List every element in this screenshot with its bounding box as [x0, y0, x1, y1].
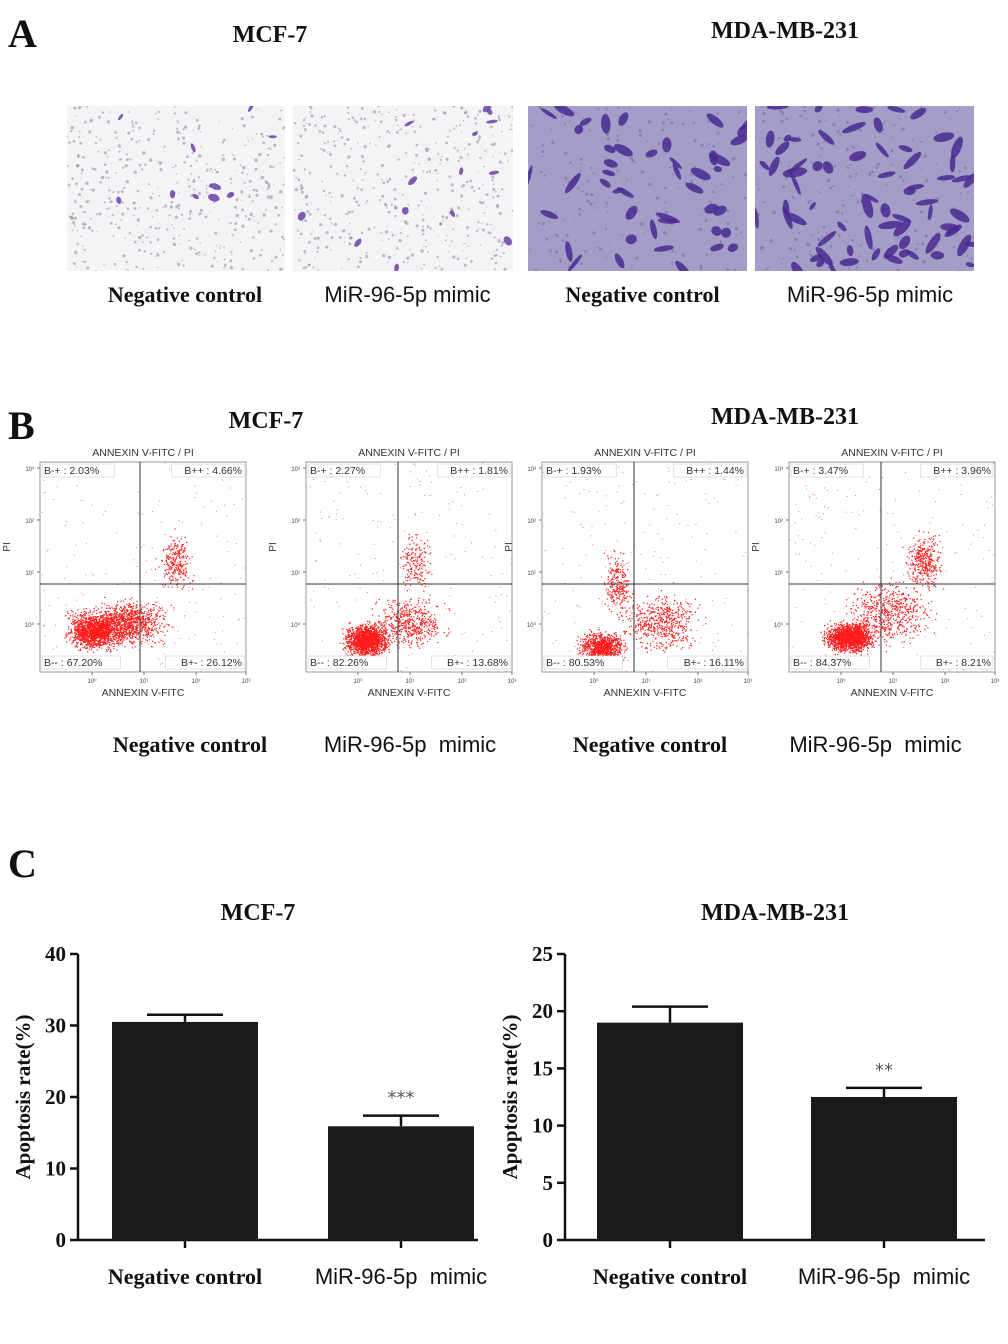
bar	[811, 1097, 957, 1240]
bar-chart-mdamb231: MDA-MB-231 0 5 10 15 20 25 Apoptosis rate(%) Neg…	[490, 890, 1008, 1300]
panel-b-caption-3: Negative control	[572, 732, 728, 757]
category-label: Negative control	[593, 1264, 747, 1289]
flow-plot-title: ANNEXIN V-FITC / PI	[594, 447, 696, 459]
micrograph-mdamb231-mir96-mimic	[755, 106, 974, 271]
chart-title: MDA-MB-231	[701, 900, 849, 926]
y-tick-label: 0	[56, 1228, 67, 1252]
flow-plot-1: 10³ 10² 10¹ 10⁰ 10⁰ 10¹ 10² 10³ B-+ : 2.03% B++ :…	[0, 440, 255, 715]
flow-plot-title: ANNEXIN V-FITC / PI	[358, 447, 460, 459]
quadrant-ll-label: B-- : 80.53%	[546, 657, 604, 669]
bar-chart-mcf7: MCF-7 0 10 20 30 40 Apoptosis rate(%) Negative …	[0, 890, 504, 1300]
panel-a-caption-3: Negative control	[565, 282, 720, 307]
svg-text:10³: 10³	[242, 679, 251, 685]
svg-text:10²: 10²	[192, 679, 201, 685]
panel-a-title-mdamb231: MDA-MB-231	[711, 18, 859, 44]
flow-y-label: PI	[268, 542, 279, 551]
quadrant-ul-label: B-+ : 3.47%	[793, 465, 848, 477]
panel-b-letter: B	[8, 403, 35, 448]
category-label: Negative control	[108, 1264, 262, 1289]
quadrant-ll-label: B-- : 84.37%	[793, 657, 851, 669]
flow-plot-3: 10³ 10² 10¹ 10⁰ 10⁰ 10¹ 10² 10³ B-+ : 1.93% B++ :…	[502, 440, 757, 715]
flow-y-label: PI	[751, 542, 762, 551]
y-tick-label: 10	[532, 1114, 553, 1138]
y-axis-label: Apoptosis rate(%)	[498, 1014, 522, 1179]
flow-plot-title: ANNEXIN V-FITC / PI	[841, 447, 943, 459]
panel-b-title-mdamb231: MDA-MB-231	[711, 404, 859, 430]
quadrant-ll-label: B-- : 82.26%	[310, 657, 368, 669]
panel-b-caption-4: MiR-96-5p mimic	[789, 732, 962, 757]
quadrant-ur-label: B++ : 4.66%	[184, 465, 242, 477]
bar	[112, 1021, 258, 1240]
panel-a-caption-4: MiR-96-5p mimic	[786, 282, 954, 307]
flow-x-label: ANNEXIN V-FITC	[604, 687, 687, 699]
y-tick-label: 25	[532, 942, 553, 966]
category-label: MiR-96-5p mimic	[798, 1264, 970, 1289]
svg-text:10⁰: 10⁰	[25, 622, 35, 629]
significance-label: ***	[388, 1088, 415, 1109]
panel-a-caption-2: MiR-96-5p mimic	[324, 282, 491, 307]
y-tick-label: 20	[45, 1085, 66, 1109]
y-tick-label: 15	[532, 1056, 553, 1080]
panel-b-title-mcf7: MCF-7	[228, 408, 304, 434]
chart-title: MCF-7	[221, 900, 296, 926]
quadrant-ll-label: B-- : 67.20%	[44, 657, 102, 669]
significance-label: **	[875, 1060, 893, 1081]
svg-text:10⁰: 10⁰	[87, 678, 97, 685]
quadrant-ul-label: B-+ : 2.27%	[310, 465, 365, 477]
y-tick-label: 0	[543, 1228, 554, 1252]
quadrant-ur-label: B++ : 3.96%	[933, 465, 991, 477]
panel-a-letter: A	[8, 11, 37, 56]
panel-a-title-mcf7: MCF-7	[232, 22, 308, 48]
flow-y-label: PI	[504, 542, 515, 551]
y-axis-label: Apoptosis rate(%)	[11, 1014, 35, 1179]
flow-x-label: ANNEXIN V-FITC	[368, 687, 451, 699]
panel-a-caption-1: Negative control	[107, 282, 263, 307]
svg-text:10¹: 10¹	[140, 679, 149, 685]
quadrant-lr-label: B+- : 26.12%	[181, 657, 242, 669]
y-tick-label: 5	[543, 1171, 554, 1195]
flow-x-label: ANNEXIN V-FITC	[851, 687, 934, 699]
svg-text:10³: 10³	[25, 467, 34, 473]
panel-c-letter: C	[8, 841, 37, 886]
flow-plot-2: 10³ 10² 10¹ 10⁰ 10⁰ 10¹ 10² 10³ B-+ : 2.27% B++ :…	[266, 440, 521, 715]
y-tick-label: 40	[45, 942, 66, 966]
quadrant-lr-label: B+- : 8.21%	[936, 657, 991, 669]
quadrant-ul-label: B-+ : 1.93%	[546, 465, 601, 477]
svg-text:10¹: 10¹	[25, 571, 34, 577]
svg-text:10²: 10²	[25, 519, 34, 525]
flow-x-label: ANNEXIN V-FITC	[102, 687, 185, 699]
panel-b-caption-1: Negative control	[112, 732, 268, 757]
panel-b-caption-2: MiR-96-5p mimic	[323, 732, 497, 757]
flow-y-label: PI	[2, 542, 13, 551]
quadrant-lr-label: B+- : 13.68%	[447, 657, 508, 669]
quadrant-lr-label: B+- : 16.11%	[684, 657, 744, 669]
quadrant-ul-label: B-+ : 2.03%	[44, 465, 99, 477]
bar	[328, 1126, 474, 1240]
y-tick-label: 10	[45, 1157, 66, 1181]
y-tick-label: 30	[45, 1014, 66, 1038]
y-tick-label: 20	[532, 999, 553, 1023]
micrograph-mcf7-mir96-mimic	[293, 106, 513, 271]
flow-plot-title: ANNEXIN V-FITC / PI	[92, 447, 194, 459]
flow-plot-4: 10³ 10² 10¹ 10⁰ 10⁰ 10¹ 10² 10³ B-+ : 3.47% B++ :…	[749, 440, 1004, 715]
quadrant-ur-label: B++ : 1.81%	[450, 465, 508, 477]
bar	[597, 1022, 743, 1240]
quadrant-ur-label: B++ : 1.44%	[686, 465, 744, 477]
micrograph-mdamb231-negative-control	[528, 106, 747, 271]
micrograph-mcf7-negative-control	[67, 106, 285, 271]
category-label: MiR-96-5p mimic	[315, 1264, 487, 1289]
